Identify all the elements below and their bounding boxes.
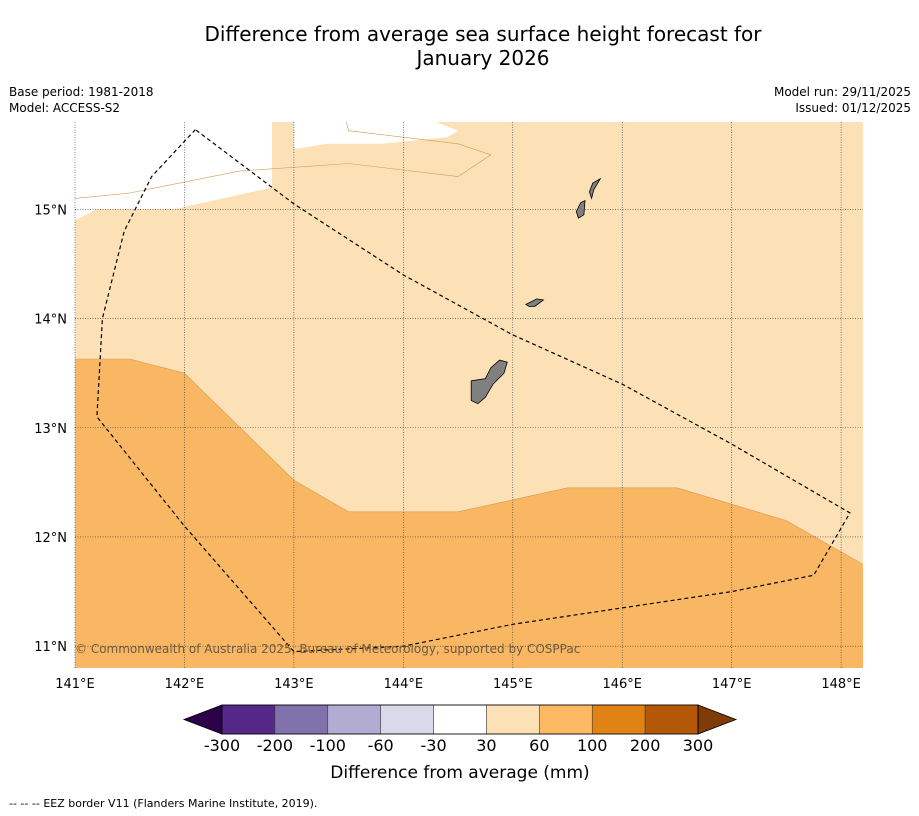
island-tinian <box>575 199 586 219</box>
lon-tick-label: 146°E <box>602 677 642 692</box>
colorbar-tick-label: 300 <box>683 736 714 755</box>
colorbar-box <box>433 704 487 735</box>
island-saipan <box>588 177 602 200</box>
meta-right: Model run: 29/11/2025 Issued: 01/12/2025 <box>774 84 911 116</box>
lat-tick-label: 12°N <box>34 531 67 546</box>
colorbar-box <box>539 704 593 735</box>
colorbar-tick-label: 100 <box>577 736 608 755</box>
colorbar-box <box>327 704 381 735</box>
lat-tick-label: 14°N <box>34 313 67 328</box>
zone-2 <box>293 122 459 150</box>
colorbar-box <box>380 704 434 735</box>
copyright-text: © Commonwealth of Australia 2025, Bureau… <box>75 642 580 656</box>
colorbar-tick-label: -300 <box>204 736 240 755</box>
lon-tick-label: 147°E <box>712 677 752 692</box>
title-line-2: January 2026 <box>416 46 550 70</box>
colorbar-box <box>644 704 699 735</box>
lat-tick-label: 13°N <box>34 422 67 437</box>
lon-tick-label: 141°E <box>55 677 95 692</box>
chart-title: Difference from average sea surface heig… <box>0 22 919 70</box>
model-text: Model: ACCESS-S2 <box>9 101 121 115</box>
colorbar-tick-label: 30 <box>476 736 496 755</box>
meta-left: Base period: 1981-2018 Model: ACCESS-S2 <box>9 84 154 116</box>
colorbar-extend-high <box>697 704 738 735</box>
colorbar-extend-low <box>182 704 223 735</box>
colorbar-tick-label: -30 <box>420 736 446 755</box>
lat-tick-label: 15°N <box>34 203 67 218</box>
lon-tick-label: 148°E <box>821 677 861 692</box>
base-period-text: Base period: 1981-2018 <box>9 85 154 99</box>
lon-tick-label: 145°E <box>493 677 533 692</box>
colorbar-box <box>274 704 329 735</box>
colorbar-tick-label: -60 <box>368 736 394 755</box>
eez-border-legend-symbol: -- -- -- <box>9 797 40 810</box>
colorbar-title: Difference from average (mm) <box>330 763 589 783</box>
lon-tick-label: 142°E <box>165 677 205 692</box>
zone-0 <box>75 122 863 565</box>
colorbar-box <box>591 704 646 735</box>
eez-border-legend-text: EEZ border V11 (Flanders Marine Institut… <box>43 797 318 810</box>
lat-tick-label: 11°N <box>34 640 67 655</box>
colorbar-box <box>221 704 276 735</box>
map-figure: © Commonwealth of Australia 2025, Bureau… <box>34 122 863 783</box>
colorbar-box <box>486 704 540 735</box>
zone-1 <box>75 122 272 221</box>
footer-legend: -- -- -- EEZ border V11 (Flanders Marine… <box>9 797 317 810</box>
colorbar-tick-label: 60 <box>529 736 549 755</box>
colorbar-tick-label: 200 <box>630 736 661 755</box>
colorbar-tick-label: -200 <box>257 736 293 755</box>
title-line-1: Difference from average sea surface heig… <box>204 22 762 46</box>
zone-boundary-0 <box>75 358 863 565</box>
issued-text: Issued: 01/12/2025 <box>795 101 911 115</box>
colorbar-tick-label: -100 <box>310 736 346 755</box>
lon-tick-label: 143°E <box>274 677 314 692</box>
colorbar-frame <box>221 704 699 735</box>
island-guam <box>470 359 508 405</box>
model-run-text: Model run: 29/11/2025 <box>773 85 911 99</box>
eez-border-line <box>96 129 851 653</box>
lon-tick-label: 144°E <box>384 677 424 692</box>
island-rota <box>525 298 545 307</box>
